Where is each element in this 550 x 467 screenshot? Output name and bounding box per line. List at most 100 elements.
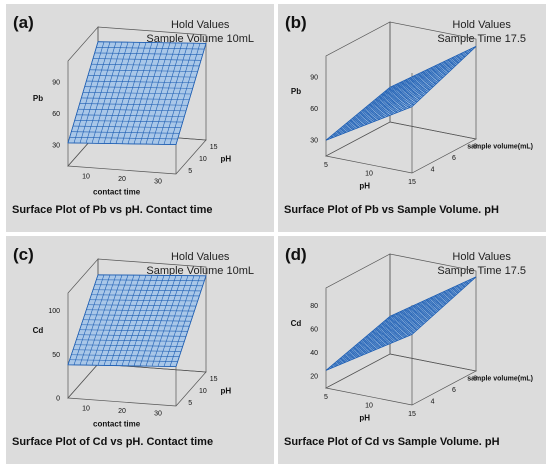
mesh-line (381, 60, 447, 119)
mesh-line (398, 282, 464, 341)
panel-letter: (c) (13, 245, 34, 264)
mesh-line (92, 289, 202, 292)
z-tick-label: 80 (310, 303, 318, 310)
surface-plot-b: 30 60 90 5 10 15 4 6 8 Pb pH sample volume(mL) (291, 21, 533, 191)
z-tick-label: 100 (48, 308, 60, 315)
mesh-line (367, 296, 454, 336)
x-tick-label: 5 (324, 162, 328, 169)
panel-title: Surface Plot of Pb vs Sample Volume. pH (284, 204, 499, 216)
mesh-line (367, 67, 454, 107)
x-tick-label: 10 (365, 171, 373, 178)
mesh-line (364, 70, 451, 109)
y-axis-label: sample volume(mL) (467, 375, 533, 382)
mesh-line (403, 50, 468, 111)
panel-a: (a) Hold Values Sample Volume 10mL 30 60 9… (6, 4, 274, 232)
hold-value: Sample Volume 10mL (146, 33, 254, 45)
panel-letter: (b) (285, 13, 307, 32)
surface (325, 276, 477, 371)
z-tick-label: 30 (52, 143, 60, 150)
mesh-line (377, 62, 442, 121)
mesh-line (373, 294, 438, 351)
mesh-line (96, 279, 205, 282)
z-tick-label: 60 (310, 106, 318, 113)
y-tick-label: 10 (199, 388, 207, 395)
mesh-line (411, 276, 477, 335)
mesh-line (175, 275, 207, 367)
mesh-line (390, 286, 455, 344)
mesh-line (398, 52, 464, 112)
x-tick-label: 30 (154, 411, 162, 418)
mesh-line (96, 47, 205, 50)
hold-values: Hold Values Sample Time 17.5 (437, 250, 526, 278)
mesh-line (394, 284, 459, 342)
surface-plot-d: 20 40 60 80 5 10 15 4 6 8 Cd pH sample volume(mL) (291, 253, 533, 423)
mesh-line (390, 56, 455, 116)
x-tick-label: 5 (324, 394, 328, 401)
mesh-line (403, 280, 468, 339)
mesh-line (377, 288, 464, 328)
y-axis-label: pH (221, 386, 232, 395)
z-tick-label: 20 (310, 374, 318, 381)
mesh-line (364, 299, 451, 339)
y-tick-label: 4 (431, 398, 435, 405)
mesh-line (386, 49, 473, 91)
mesh-line (94, 284, 203, 287)
mesh-line (380, 55, 467, 96)
x-axis-label: pH (359, 182, 370, 191)
panel-b: (b) Hold Values Sample Time 17.5 30 60 90 5… (278, 4, 546, 232)
panel-letter: (d) (285, 245, 307, 264)
hold-value: Sample Volume 10mL (146, 265, 254, 277)
y-tick-label: 6 (452, 155, 456, 162)
z-axis-label: Pb (33, 94, 43, 103)
hold-values: Hold Values Sample Volume 10mL (146, 18, 254, 46)
mesh-line (370, 64, 457, 104)
mesh-line (169, 275, 201, 367)
mesh-line (325, 106, 413, 141)
z-tick-label: 90 (52, 80, 60, 87)
z-axis-label: Cd (291, 319, 302, 328)
mesh-line (175, 43, 207, 145)
mesh-line (370, 293, 457, 333)
y-tick-label: 15 (210, 144, 218, 151)
mesh-line (92, 58, 202, 61)
z-tick-label: 40 (310, 350, 318, 357)
mesh-line (377, 58, 464, 99)
x-tick-label: 15 (408, 179, 416, 186)
z-tick-label: 50 (52, 352, 60, 359)
z-axis-label: Pb (291, 87, 301, 96)
x-tick-label: 10 (82, 173, 90, 180)
mesh-line (163, 43, 195, 145)
y-tick-label: 4 (431, 166, 435, 173)
x-axis-label: contact time (93, 188, 141, 197)
y-tick-label: 10 (199, 156, 207, 163)
hold-values: Hold Values Sample Volume 10mL (146, 250, 254, 278)
side-wall (325, 253, 391, 389)
x-axis-label: contact time (93, 420, 141, 429)
mesh-line (373, 61, 461, 101)
mesh-line (377, 292, 442, 350)
y-tick-label: 5 (188, 400, 192, 407)
y-tick-label: 6 (452, 387, 456, 394)
hold-heading: Hold Values (452, 19, 511, 31)
hold-heading: Hold Values (452, 251, 511, 263)
floor (324, 121, 478, 174)
panel-title: Surface Plot of Pb vs pH. Contact time (12, 204, 213, 216)
z-tick-label: 30 (310, 138, 318, 145)
mesh-line (325, 87, 391, 141)
x-tick-label: 30 (154, 179, 162, 186)
mesh-line (389, 276, 477, 317)
surface (67, 41, 207, 146)
mesh-line (169, 43, 201, 145)
mesh-line (381, 290, 447, 348)
mesh-line (380, 285, 467, 325)
x-tick-label: 20 (118, 408, 126, 415)
y-tick-label: 8 (473, 144, 477, 151)
hold-heading: Hold Values (170, 19, 230, 31)
y-axis-label: sample volume(mL) (467, 143, 533, 150)
mesh-line (373, 64, 438, 122)
z-tick-label: 0 (56, 396, 60, 403)
mesh-line (97, 41, 207, 44)
mesh-line (389, 46, 477, 88)
panel-d: (d) Hold Values Sample Time 17.5 20 40 60 8… (278, 236, 546, 464)
mesh-line (357, 305, 445, 344)
